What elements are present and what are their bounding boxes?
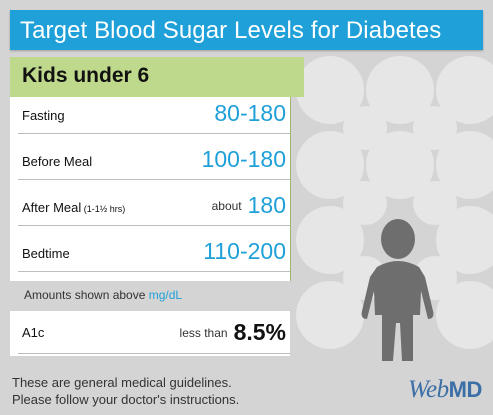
row-label: Before Meal: [22, 154, 93, 169]
row-value: 100-180: [201, 146, 286, 172]
row-label: After Meal (1-1½ hrs): [22, 200, 126, 215]
table-row: Before Meal 100-180: [18, 143, 290, 180]
a1c-box: A1c less than 8.5%: [10, 311, 290, 356]
unit-label: mg/dL: [148, 288, 183, 302]
webmd-logo: WebMD: [408, 376, 482, 403]
title-banner: Target Blood Sugar Levels for Diabetes: [10, 10, 483, 50]
table-row: After Meal (1-1½ hrs) about 180: [18, 189, 290, 226]
table-row: Bedtime 110-200: [18, 235, 290, 272]
a1c-row: A1c less than 8.5%: [18, 311, 290, 354]
page-title: Target Blood Sugar Levels for Diabetes: [20, 17, 442, 44]
age-group-banner: Kids under 6: [10, 57, 304, 97]
row-label: Bedtime: [22, 246, 70, 261]
a1c-value: less than 8.5%: [179, 319, 286, 345]
units-note: Amounts shown above mg/dL: [24, 288, 183, 302]
disclaimer-line: These are general medical guidelines.: [12, 375, 232, 390]
disclaimer: These are general medical guidelines. Pl…: [12, 374, 239, 408]
row-value: about 180: [211, 192, 286, 218]
table-row: Fasting 80-180: [18, 97, 290, 134]
age-group-title: Kids under 6: [22, 64, 150, 87]
levels-table: Fasting 80-180 Before Meal 100-180 After…: [10, 97, 291, 281]
a1c-label: A1c: [22, 325, 45, 340]
disclaimer-line: Please follow your doctor's instructions…: [12, 392, 240, 407]
child-silhouette-icon: [361, 219, 434, 361]
row-value: 110-200: [203, 238, 286, 264]
row-label: Fasting: [22, 108, 65, 123]
row-value: 80-180: [214, 100, 286, 126]
